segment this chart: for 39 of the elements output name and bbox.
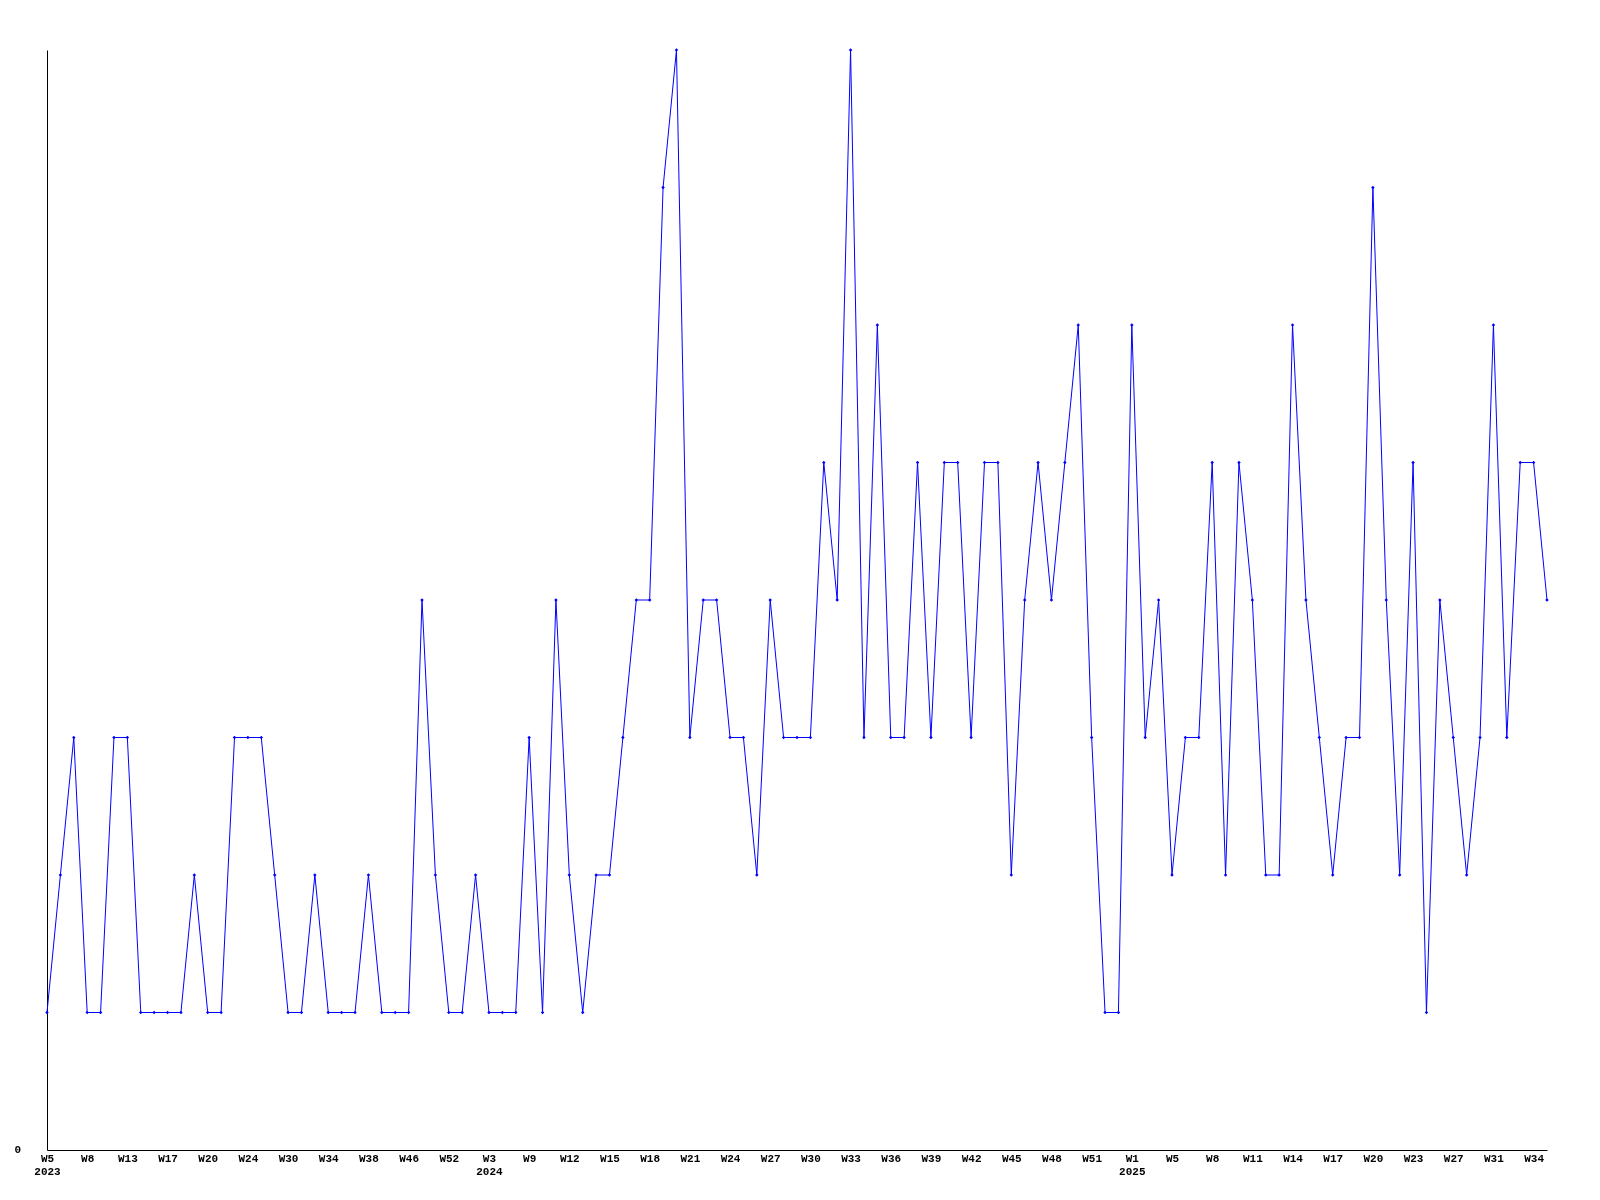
x-tick-label: W24 bbox=[238, 1152, 259, 1165]
x-tick-label: W52 bbox=[439, 1152, 460, 1165]
x-tick-label: W17 bbox=[1323, 1152, 1344, 1165]
x-tick-label: W48 bbox=[1042, 1152, 1063, 1165]
x-tick-label: W8 bbox=[1206, 1152, 1220, 1165]
x-tick-label: W18 bbox=[640, 1152, 661, 1165]
x-tick-label: W1 2025 bbox=[1119, 1152, 1146, 1178]
x-tick-label: W17 bbox=[158, 1152, 178, 1165]
x-tick-label: W27 bbox=[760, 1152, 781, 1165]
x-tick-label: W12 bbox=[559, 1152, 580, 1165]
x-tick-label: W39 bbox=[921, 1152, 942, 1165]
x-tick-label: W8 bbox=[81, 1152, 95, 1165]
x-tick-label: W23 bbox=[1403, 1152, 1424, 1165]
x-tick-label: W30 bbox=[800, 1152, 821, 1165]
x-tick-label: W30 bbox=[278, 1152, 299, 1165]
x-tick-label: W14 bbox=[1283, 1152, 1304, 1165]
x-tick-label: W51 bbox=[1082, 1152, 1103, 1165]
x-tick-label: W5 2023 bbox=[34, 1152, 62, 1178]
x-tick-label: W24 bbox=[720, 1152, 741, 1165]
x-tick-label: W9 bbox=[523, 1152, 537, 1165]
x-tick-label: W34 bbox=[1524, 1152, 1545, 1165]
text: 0 bbox=[14, 1144, 21, 1156]
x-tick-label: W42 bbox=[961, 1152, 982, 1165]
x-tick-label: W20 bbox=[198, 1152, 219, 1165]
x-tick-label: W21 bbox=[680, 1152, 701, 1165]
x-tick-label: W11 bbox=[1242, 1152, 1264, 1165]
x-tick-label: W45 bbox=[1001, 1152, 1023, 1165]
x-tick-label: W27 bbox=[1443, 1152, 1464, 1165]
x-tick-label: W34 bbox=[318, 1152, 340, 1165]
x-tick-label: W36 bbox=[881, 1152, 902, 1165]
x-tick-label: W31 bbox=[1484, 1152, 1505, 1165]
x-tick-label: W15 bbox=[600, 1152, 621, 1165]
x-tick-label: W5 bbox=[1165, 1152, 1180, 1165]
x-tick-label: W20 bbox=[1363, 1152, 1384, 1165]
x-tick-label: W3 2024 bbox=[476, 1152, 504, 1178]
x-tick-label: W13 bbox=[117, 1152, 139, 1165]
x-tick-label: W33 bbox=[841, 1152, 862, 1165]
x-tick-label: W38 bbox=[359, 1152, 380, 1165]
x-tick-label: W46 bbox=[399, 1152, 420, 1165]
